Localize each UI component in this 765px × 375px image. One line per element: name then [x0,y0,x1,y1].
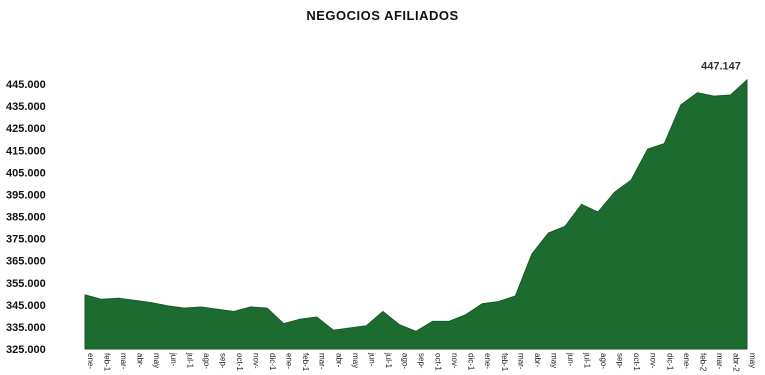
y-axis-ticks: 445.000 435.000 425.000 415.000 405.000 395.0… [6,79,46,356]
x-tick-label: nov- [252,353,261,369]
x-tick-label: nov- [450,353,459,369]
x-tick-label: may [549,353,558,368]
x-tick-label: nov- [649,353,658,369]
x-tick-label: oct-1 [235,353,244,371]
x-tick-label: may [152,353,161,368]
x-tick-label: oct-1 [632,353,641,371]
y-tick-label: 365.000 [6,256,46,268]
x-tick-label: ene- [285,353,294,369]
x-tick-label: jun- [169,352,178,367]
x-tick-label: mar- [715,353,724,370]
x-tick-label: mar- [119,353,128,370]
x-tick-label: mar- [516,353,525,370]
y-tick-label: 375.000 [6,234,46,246]
x-tick-label: abr- [334,353,343,368]
x-tick-label: abr- [533,353,542,368]
y-tick-label: 395.000 [6,189,46,201]
x-tick-label: feb-2 [698,353,707,372]
x-axis-ticks: ene-feb-1 mar-abr-may jun-jul-1 ago-sep-oct… [86,352,757,372]
y-tick-label: 445.000 [6,79,46,91]
y-tick-label: 345.000 [6,300,46,312]
x-tick-label: ago- [400,353,409,369]
x-tick-label: jun- [367,352,376,367]
x-tick-label: jun- [566,352,575,367]
y-tick-label: 355.000 [6,278,46,290]
x-tick-label: abr- [136,353,145,368]
x-tick-label: sep- [417,353,426,369]
y-tick-label: 425.000 [6,123,46,135]
x-tick-label: jul-1 [583,352,592,369]
chart-title: NEGOCIOS AFILIADOS [306,8,459,23]
x-tick-label: feb-1 [500,353,509,372]
x-tick-label: oct-1 [434,353,443,371]
x-tick-label: ene- [682,353,691,369]
x-tick-label: abr-2 [732,353,741,372]
y-tick-label: 405.000 [6,167,46,179]
x-tick-label: may [748,353,757,368]
x-tick-label: sep- [616,353,625,369]
x-tick-label: mar- [318,353,327,370]
x-tick-label: jul-1 [185,352,194,369]
data-label-last: 447.147 [701,60,741,72]
y-tick-label: 325.000 [6,344,46,356]
y-tick-label: 415.000 [6,145,46,157]
x-tick-label: may [351,353,360,368]
x-tick-label: dic-1 [665,353,674,371]
x-tick-label: ene- [86,353,95,369]
x-tick-label: ago- [202,353,211,369]
x-tick-label: feb-1 [103,353,112,372]
x-tick-label: ago- [599,353,608,369]
x-tick-label: dic-1 [467,353,476,371]
x-tick-label: ene- [483,353,492,369]
y-tick-label: 335.000 [6,322,46,334]
x-tick-label: dic-1 [268,353,277,371]
y-tick-label: 435.000 [6,101,46,113]
area-series [84,78,748,350]
y-tick-label: 385.000 [6,212,46,224]
x-tick-label: jul-1 [384,352,393,369]
x-tick-label: sep- [218,353,227,369]
x-tick-label: feb-1 [301,353,310,372]
